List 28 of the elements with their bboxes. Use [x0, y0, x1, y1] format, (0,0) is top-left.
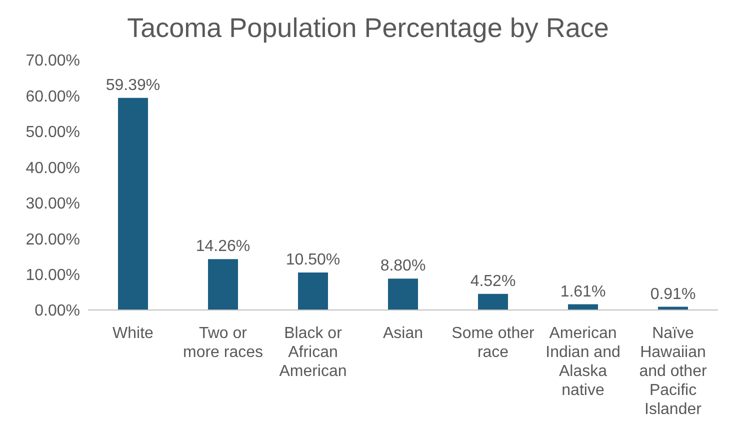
y-tick-label: 40.00%: [26, 160, 80, 177]
y-tick-label: 50.00%: [26, 124, 80, 142]
bar: [118, 98, 148, 310]
y-tick-label: 20.00%: [26, 231, 80, 248]
y-tick-label: 60.00%: [26, 88, 80, 106]
data-label: 0.91%: [650, 286, 696, 303]
x-tick-label: Asian: [382, 325, 424, 342]
data-label: 8.80%: [380, 258, 426, 275]
data-label: 1.61%: [560, 283, 606, 300]
bar: [478, 294, 508, 310]
y-tick-label: 70.00%: [26, 52, 80, 70]
data-label: 14.26%: [196, 238, 250, 256]
bar: [388, 278, 418, 310]
bar: [208, 259, 238, 310]
x-tick-label: Black or African American: [279, 325, 347, 380]
data-label: 59.39%: [106, 76, 160, 94]
chart-title: Tacoma Population Percentage by Race: [126, 12, 610, 45]
x-tick-label: Two or more races: [182, 325, 264, 361]
data-label: 10.50%: [286, 252, 340, 268]
x-tick-label: Some other race: [452, 325, 536, 361]
y-tick-label: 30.00%: [26, 196, 80, 213]
bar: [298, 272, 328, 310]
x-tick-label: American Indian and Alaska native: [546, 325, 620, 399]
x-tick-label: White: [112, 325, 154, 342]
y-tick-label: 10.00%: [26, 266, 80, 284]
data-label: 4.52%: [470, 272, 516, 290]
y-tick-label: 0.00%: [34, 302, 80, 320]
x-tick-label: Naïve Hawaiian and other Pacific Islander: [639, 325, 708, 418]
